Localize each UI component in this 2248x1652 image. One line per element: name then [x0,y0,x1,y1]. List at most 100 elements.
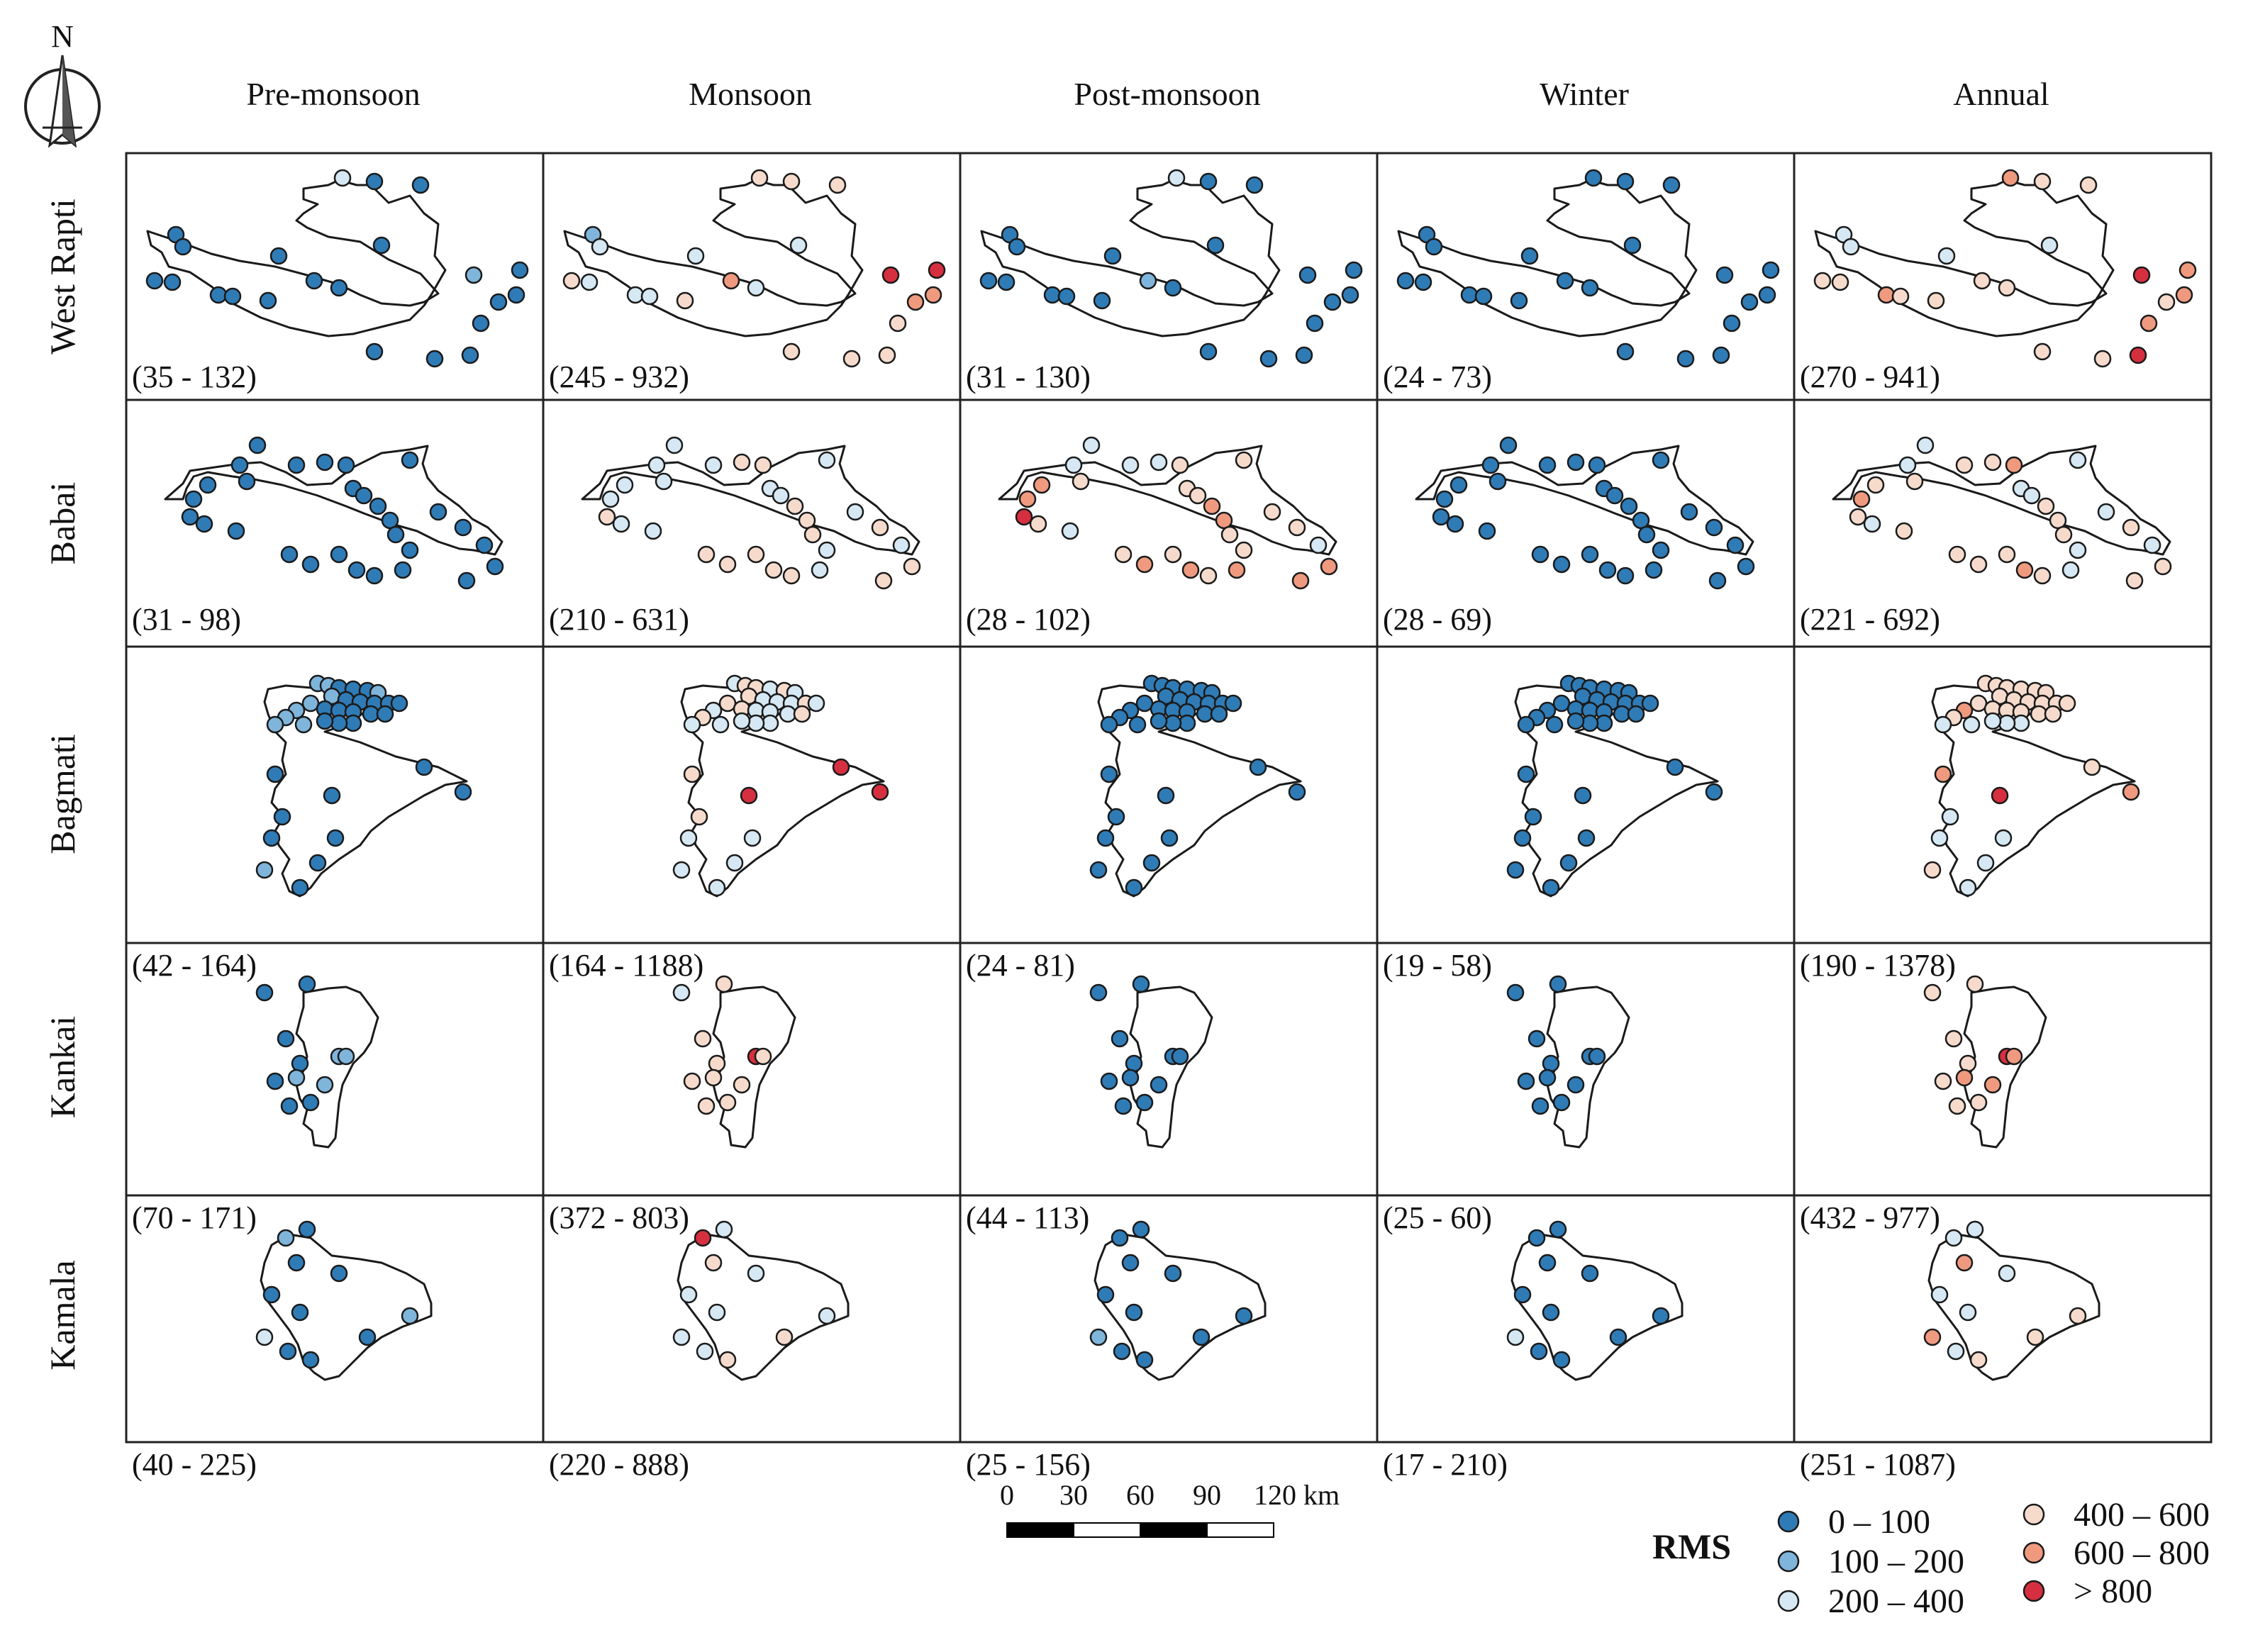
rain-station-dot [1100,765,1118,783]
rain-station-dot [1944,1029,1963,1048]
rain-station-dot [1506,861,1525,879]
rain-station-dot [1552,1351,1571,1369]
legend-label-200-400: 200 – 400 [1828,1583,1964,1620]
rain-station-dot [1164,279,1182,297]
rain-station-dot [1606,486,1624,505]
rain-station-dot [704,1068,723,1087]
rain-station-dot [2037,497,2055,515]
rain-station-dot [1538,1068,1557,1087]
rain-station-dot [1033,476,1051,494]
rain-station-dot [2097,503,2115,521]
rain-station-dot [640,287,659,306]
map-panel-4-0: (40 - 225) [125,1194,545,1482]
rain-station-dot [1895,522,1913,540]
rain-station-dot [1969,555,1988,574]
rain-station-dot [266,1072,284,1090]
rain-station-dot [2033,567,2052,585]
rain-station-dot [1135,555,1154,574]
rain-station-dot [287,1068,306,1087]
map-panel-4-4: (251 - 1087) [1793,1194,2213,1482]
legend-swatch-gt-800 [2022,1580,2045,1602]
rain-station-dot [696,1342,714,1361]
map-panel-4-3: (17 - 210) [1376,1194,1796,1482]
rain-station-dot [1581,1264,1599,1283]
rms-range-label: (31 - 98) [132,602,241,637]
rain-station-dot [1150,712,1168,730]
rain-station-dot [1125,1303,1143,1322]
rain-station-dot [906,293,925,311]
rain-station-dot [1517,715,1535,734]
rain-station-dot [1588,456,1606,474]
rain-station-dot [775,1328,794,1346]
rain-station-dot [1288,783,1306,801]
rain-station-dot [209,286,228,304]
rain-station-dot [1150,1076,1168,1094]
rain-station-dot [782,342,801,361]
season-header-monsoon: Monsoon [689,76,812,112]
basin-outline [712,986,796,1149]
basin-label-kamala: Kamala [43,1260,82,1370]
rain-station-dot [683,1072,701,1090]
rain-station-dot [1228,561,1246,579]
rms-range-label: (270 - 941) [1800,359,1940,394]
rms-range-label: (25 - 60) [1383,1200,1492,1235]
rain-station-dot [1089,983,1108,1002]
rms-range-label: (190 - 1378) [1800,948,1956,983]
rain-station-dot [1396,272,1415,290]
map-panel-0-2: (31 - 130) [959,152,1379,401]
rain-station-dot [1199,567,1218,585]
rain-station-dot [818,451,836,469]
rain-station-dot [1934,715,1952,734]
rain-station-dot [1652,541,1670,559]
rain-station-dot [1866,476,1885,494]
rain-station-dot [697,545,716,564]
rain-station-dot [789,236,808,255]
rain-station-dot [1160,829,1179,847]
rain-station-dot [2012,714,2030,732]
basin-outline [146,179,447,337]
basin-label-west-rapti: West Rapti [43,199,82,355]
rain-station-dot [846,503,864,521]
rain-station-dot [294,715,313,734]
map-panel-2-3: (19 - 58) [1376,645,1796,983]
rain-station-dot [266,715,284,734]
rain-station-dot [1089,861,1108,879]
rain-station-dot [1142,854,1161,872]
rain-station-dot [1206,236,1225,255]
rain-station-dot [1998,1264,2016,1283]
rain-station-dot [1662,176,1681,194]
rain-station-dot [761,714,779,732]
legend-label-0-100: 0 – 100 [1828,1503,1930,1541]
rain-station-dot [1295,346,1313,364]
rain-station-dot [381,511,399,530]
rain-station-dot [1813,272,1832,290]
map-panel-1-2: (28 - 102) [959,398,1379,648]
basin-label-kankai: Kankai [43,1016,82,1118]
rain-station-dot [1863,515,1881,533]
rain-station-dot [1613,705,1631,723]
rain-station-dot [301,555,320,574]
rain-station-dot [1948,1097,1966,1115]
map-panel-2-4: (190 - 1378) [1793,645,2213,983]
basin-outline [1129,986,1213,1149]
rain-station-dot [1506,983,1525,1002]
rms-range-label: (17 - 210) [1383,1447,1508,1482]
rain-station-dot [1489,472,1507,491]
rain-station-dot [2026,1328,2044,1346]
rain-station-dot [1111,1229,1129,1247]
rain-station-dot [715,975,733,993]
rain-station-dot [386,525,405,544]
rain-station-dot [2175,286,2193,304]
rain-station-dot [1259,350,1278,368]
rain-station-dot [1969,1351,1988,1369]
rain-station-dot [1994,829,2013,847]
season-headers: Pre-monsoon Monsoon Post-monsoon Winter … [246,76,2049,112]
rain-station-dot [280,545,299,564]
rain-station-dot [174,238,192,256]
legend-swatch-0-100 [1777,1510,1800,1533]
rms-range-label: (432 - 977) [1800,1200,1940,1235]
rain-station-dot [230,456,249,474]
rain-station-dot [704,456,723,474]
rain-station-dot [2157,293,2176,311]
rain-station-dot [725,854,744,872]
